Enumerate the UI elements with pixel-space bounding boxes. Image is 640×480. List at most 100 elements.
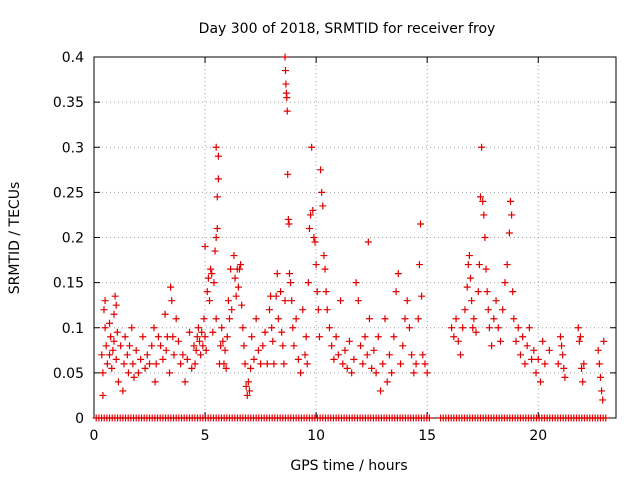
data-point (223, 333, 231, 341)
data-point (418, 292, 426, 300)
data-point (213, 193, 221, 201)
data-point (314, 306, 322, 314)
data-point (461, 306, 469, 314)
data-point (541, 360, 549, 368)
data-point (475, 261, 483, 269)
y-tick-labels: 0 0.05 0.1 0.15 0.2 0.25 0.3 0.35 0.4 (53, 50, 84, 427)
data-point (339, 360, 347, 368)
data-point (209, 328, 217, 336)
data-point (474, 288, 482, 296)
data-point (219, 337, 227, 345)
data-point (479, 197, 487, 205)
data-point (464, 261, 472, 269)
data-point (363, 351, 371, 359)
y-tick-label: 0.2 (62, 231, 84, 247)
data-point (350, 355, 358, 363)
data-point (499, 306, 507, 314)
data-point (214, 152, 222, 160)
data-point (224, 297, 232, 305)
y-tick-label: 0.25 (53, 185, 84, 201)
data-point (417, 220, 425, 228)
data-point (103, 360, 111, 368)
data-point (304, 279, 312, 287)
data-point (301, 351, 309, 359)
data-point (399, 342, 407, 350)
data-point (265, 306, 273, 314)
data-point (270, 360, 278, 368)
y-tick-label: 0.05 (53, 366, 84, 382)
data-point (302, 333, 310, 341)
data-point (191, 360, 199, 368)
data-point (169, 333, 177, 341)
data-point (152, 360, 160, 368)
data-point (377, 387, 385, 395)
data-point (217, 342, 225, 350)
data-point (308, 143, 316, 151)
data-point (294, 355, 302, 363)
data-point (117, 342, 125, 350)
data-point (510, 315, 518, 323)
data-point (325, 324, 333, 332)
data-point (579, 378, 587, 386)
data-point (410, 369, 418, 377)
data-point (146, 360, 154, 368)
data-point (368, 364, 376, 372)
data-point (292, 315, 300, 323)
data-point (483, 288, 491, 296)
data-point (595, 360, 603, 368)
data-point (287, 279, 295, 287)
data-point (343, 364, 351, 372)
data-point (148, 342, 156, 350)
data-point (307, 211, 315, 219)
data-point (284, 170, 292, 178)
data-point (509, 288, 517, 296)
data-point (110, 337, 118, 345)
y-tick-label: 0.15 (53, 276, 84, 292)
data-point (277, 288, 285, 296)
data-point (536, 378, 544, 386)
data-point (150, 324, 158, 332)
data-point (263, 360, 271, 368)
data-point (134, 369, 142, 377)
data-point (364, 238, 372, 246)
data-point (313, 288, 321, 296)
data-point (385, 351, 393, 359)
data-point (390, 333, 398, 341)
x-tick-label: 15 (418, 428, 436, 444)
data-point (505, 229, 513, 237)
data-point (212, 234, 220, 241)
data-point (168, 297, 176, 305)
data-point (199, 342, 207, 350)
data-point (478, 143, 486, 151)
data-point (352, 279, 360, 287)
data-point (235, 265, 243, 273)
data-point (197, 351, 205, 359)
data-point (242, 382, 250, 390)
data-point (575, 337, 583, 345)
data-point (514, 324, 522, 332)
data-point (225, 315, 233, 323)
data-point (488, 342, 496, 350)
data-point (525, 324, 533, 332)
data-point (99, 369, 107, 377)
data-point (310, 234, 318, 241)
data-point (554, 360, 562, 368)
data-point (128, 324, 136, 332)
data-point (320, 252, 328, 260)
data-point (305, 224, 313, 232)
data-point (530, 346, 538, 354)
data-point (201, 333, 209, 341)
data-point (241, 360, 249, 368)
data-markers (92, 53, 610, 422)
data-point (477, 193, 485, 201)
data-point (101, 324, 109, 332)
data-point (259, 342, 267, 350)
data-point (196, 337, 204, 345)
data-point (284, 215, 292, 223)
data-point (106, 351, 114, 359)
data-point (397, 360, 405, 368)
data-point (328, 342, 336, 350)
data-point (221, 346, 229, 354)
data-point (281, 53, 289, 61)
data-point (392, 288, 400, 296)
